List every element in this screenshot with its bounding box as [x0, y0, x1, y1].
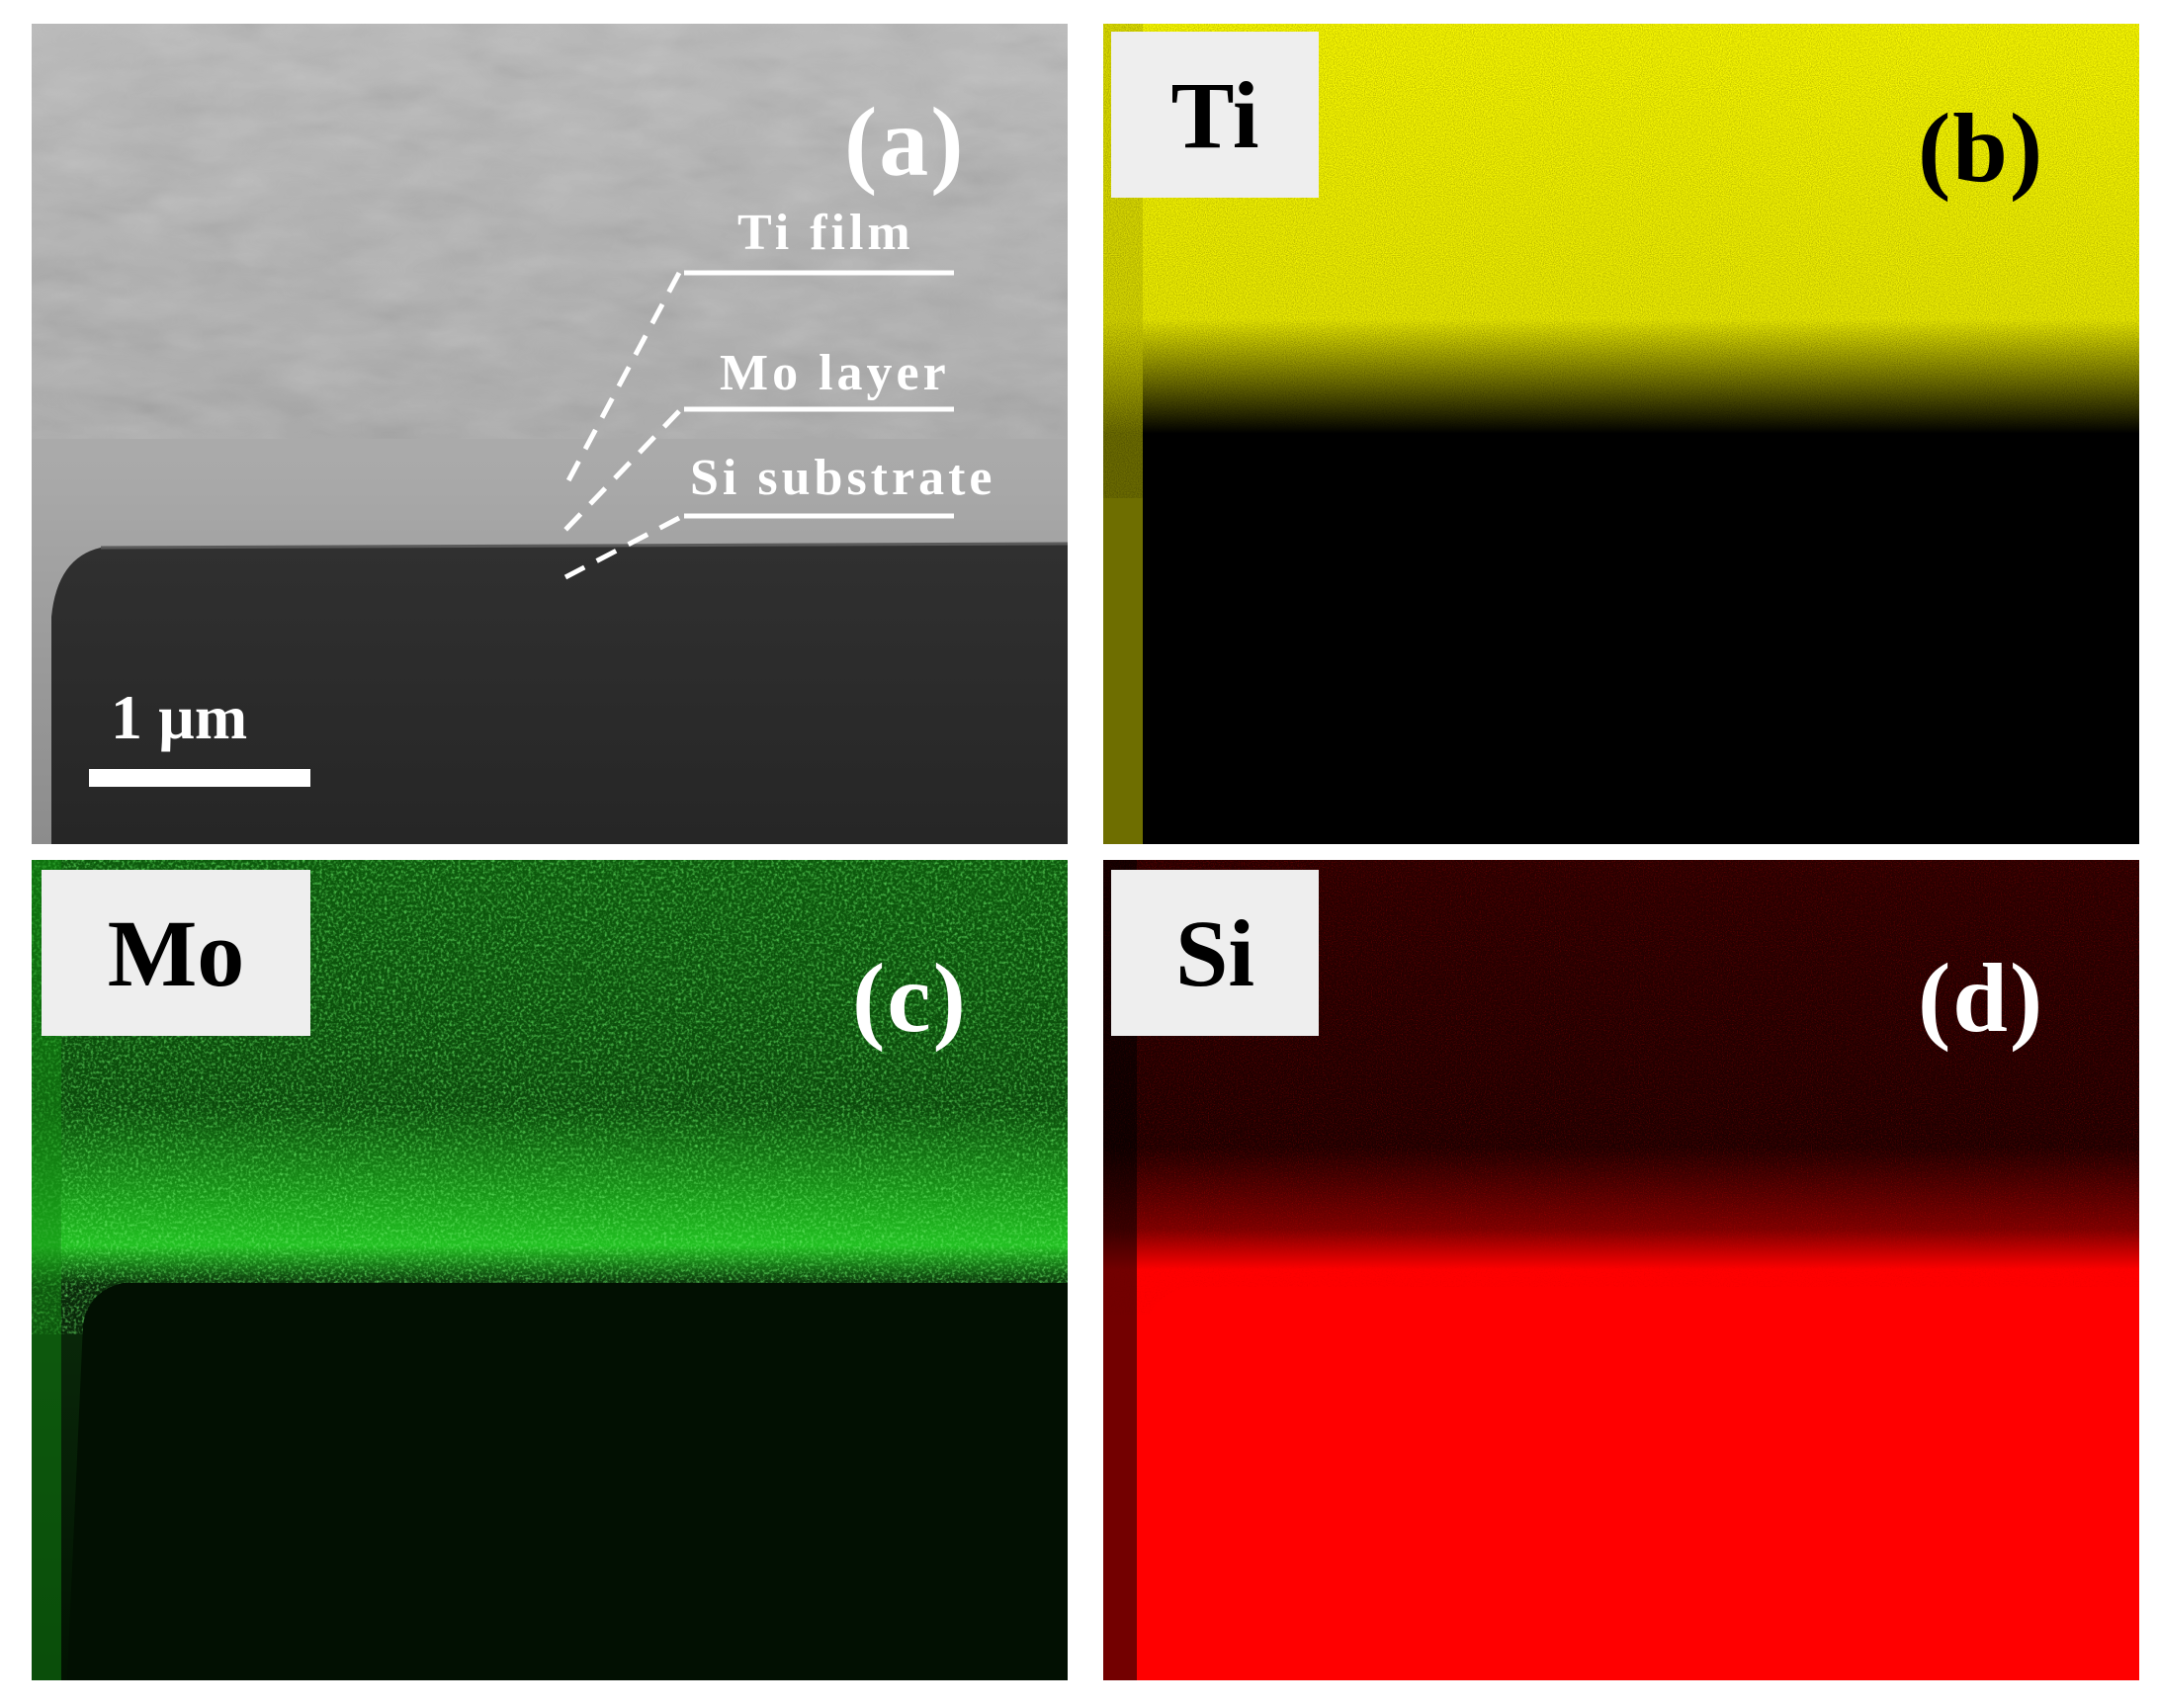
si-map-panel: Si (d) [1103, 860, 2139, 1680]
sem-panel: (a) Ti film Mo layer Si substrate 1 µm [32, 24, 1068, 844]
panel-label-c: (c) [852, 943, 968, 1053]
element-label-si: Si [1111, 870, 1319, 1036]
panel-label-a: (a) [844, 87, 966, 197]
panel-label-d: (d) [1918, 943, 2045, 1053]
ti-map-panel: Ti (b) [1103, 24, 2139, 844]
label-ti-film: Ti film [737, 205, 914, 261]
label-mo-layer: Mo layer [720, 345, 950, 401]
element-label-ti: Ti [1111, 32, 1319, 198]
label-si-substrate: Si substrate [690, 450, 996, 506]
scale-bar [89, 769, 310, 787]
sem-image [32, 24, 1068, 844]
panel-label-b: (b) [1918, 93, 2045, 203]
si-map-image [1103, 860, 2139, 1680]
element-label-mo: Mo [42, 870, 310, 1036]
scale-bar-label: 1 µm [111, 682, 248, 752]
mo-map-panel: Mo (c) [32, 860, 1068, 1680]
